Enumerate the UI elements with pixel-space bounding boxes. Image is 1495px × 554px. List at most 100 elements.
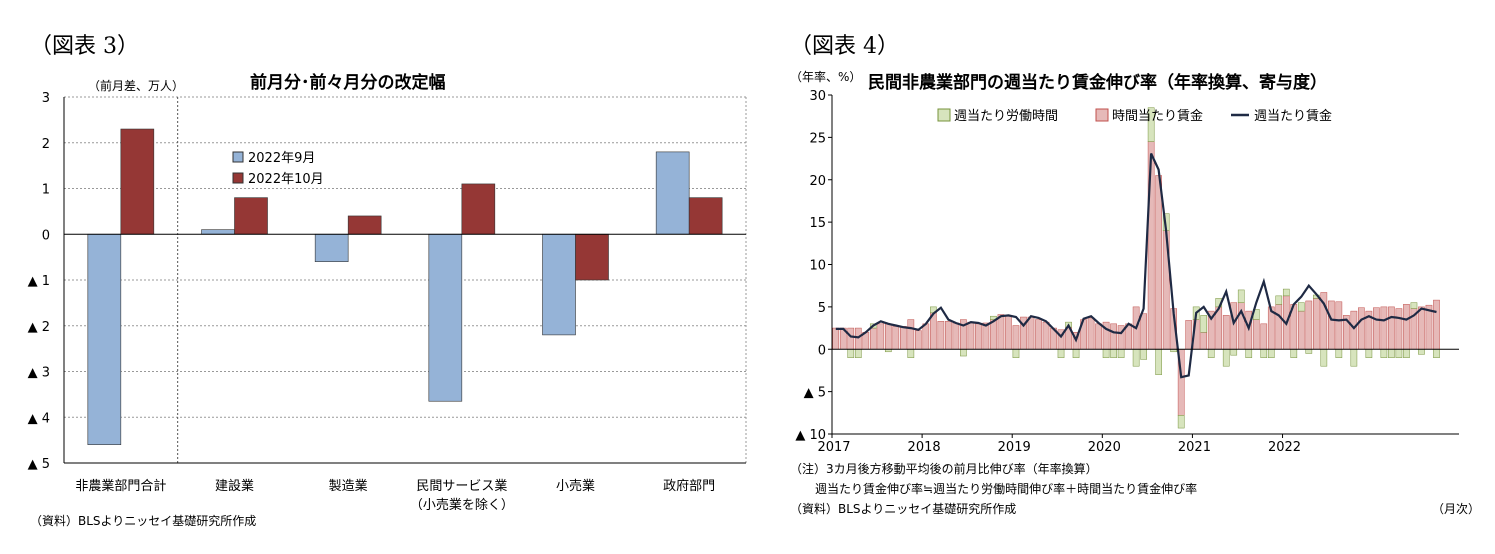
figure3-unit: （前月差、万人） bbox=[88, 79, 185, 93]
bar-hourly-wage bbox=[967, 321, 975, 350]
bar-weekly-hours bbox=[1350, 349, 1358, 367]
bar-hourly-wage bbox=[1185, 320, 1193, 350]
bar-weekly-hours bbox=[1177, 415, 1185, 429]
figure4-source: （資料）BLSよりニッセイ基礎研究所作成 bbox=[790, 502, 1017, 516]
bar-weekly-hours bbox=[1140, 349, 1147, 360]
bar-weekly-hours bbox=[1365, 349, 1373, 358]
bar-hourly-wage bbox=[1358, 307, 1365, 350]
x-tick-label: 2022 bbox=[1268, 440, 1301, 455]
figure3-title: 前月分･前々月分の改定幅 bbox=[250, 73, 446, 93]
bar-hourly-wage bbox=[907, 319, 915, 350]
y-tick-label: 0 bbox=[42, 228, 50, 243]
x-tick-label: 2020 bbox=[1088, 440, 1121, 455]
legend-label-hours: 週当たり労働時間 bbox=[954, 109, 1058, 124]
bar-hourly-wage bbox=[975, 323, 982, 350]
bar-weekly-hours bbox=[1155, 349, 1162, 375]
y-tick-label: 15 bbox=[809, 216, 826, 231]
bar-hourly-wage bbox=[1418, 306, 1425, 350]
bar-oct-2 bbox=[347, 215, 382, 235]
bar-hourly-wage bbox=[1222, 315, 1230, 350]
bar-weekly-hours bbox=[854, 349, 862, 358]
x-tick-label: 2017 bbox=[817, 440, 850, 455]
bar-weekly-hours bbox=[1147, 107, 1155, 142]
bar-oct-5 bbox=[688, 197, 723, 235]
bar-weekly-hours bbox=[1012, 349, 1020, 358]
figure4-x-unit: （月次） bbox=[1432, 502, 1481, 516]
figure3-bars bbox=[87, 128, 723, 445]
figure4-note1: （注）3カ月後方移動平均後の前月比伸び率（年率換算） bbox=[790, 462, 1098, 476]
y-tick-label: 10 bbox=[809, 259, 826, 274]
figure4-title: 民間非農業部門の週当たり賃金伸び率（年率換算、寄与度） bbox=[868, 73, 1327, 93]
bar-weekly-hours bbox=[1297, 302, 1305, 312]
bar-oct-4 bbox=[575, 233, 609, 281]
y-tick-label: 1 bbox=[42, 183, 50, 198]
y-tick-label: ▲ 1 bbox=[28, 274, 50, 289]
figure4-unit: （年率、%） bbox=[790, 70, 862, 84]
bar-weekly-hours bbox=[1282, 288, 1290, 297]
bar-hourly-wage bbox=[1012, 325, 1020, 350]
figure3-gridlines bbox=[64, 96, 747, 464]
figure3-chart: 3 2 1 0 ▲ 1 ▲ 2 ▲ 3 ▲ 4 ▲ 5 非農業部門合計 建設業 製造業 民間サービス業… bbox=[28, 91, 747, 510]
bar-hourly-wage bbox=[1403, 304, 1410, 350]
x-category-label: 非農業部門合計 bbox=[75, 478, 166, 494]
y-tick-label: ▲ 2 bbox=[28, 320, 50, 335]
y-tick-label: 20 bbox=[809, 174, 826, 189]
bar-hourly-wage bbox=[1380, 306, 1388, 350]
figure4-bars bbox=[832, 107, 1440, 429]
bar-weekly-hours bbox=[1237, 289, 1245, 303]
bar-weekly-hours bbox=[1110, 349, 1117, 358]
bar-weekly-hours bbox=[907, 349, 915, 358]
bar-hourly-wage bbox=[832, 327, 840, 350]
bar-hourly-wage bbox=[915, 330, 922, 350]
y-tick-label: 5 bbox=[818, 301, 826, 316]
figure4-label: （図表 4） bbox=[790, 34, 899, 59]
bar-oct-0 bbox=[120, 128, 155, 235]
legend-label-weekly: 週当たり賃金 bbox=[1254, 108, 1332, 124]
bar-hourly-wage bbox=[892, 326, 900, 350]
figure3-source: （資料）BLSよりニッセイ基礎研究所作成 bbox=[30, 514, 257, 528]
y-tick-label: ▲ 4 bbox=[28, 411, 50, 426]
bar-hourly-wage bbox=[997, 314, 1005, 350]
legend-swatch-sep bbox=[232, 151, 244, 163]
bar-hourly-wage bbox=[1005, 315, 1012, 350]
y-tick-label: ▲ 5 bbox=[804, 386, 826, 401]
x-category-label: 製造業 bbox=[329, 478, 368, 494]
figure4-chart: 30 25 20 15 10 5 0 ▲ 5 ▲ 10 2017 2018 2019 2020 2021… bbox=[795, 89, 1459, 455]
figure3-x-labels: 非農業部門合計 建設業 製造業 民間サービス業 （小売業を除く） 小売業 政府部門 bbox=[75, 478, 715, 510]
legend-label-oct: 2022年10月 bbox=[248, 172, 324, 187]
figure3-label: （図表 3） bbox=[30, 34, 139, 59]
bar-hourly-wage bbox=[990, 319, 997, 350]
bar-hourly-wage bbox=[1087, 317, 1095, 350]
bar-weekly-hours bbox=[1230, 349, 1238, 356]
bar-weekly-hours bbox=[1117, 349, 1125, 358]
bar-hourly-wage bbox=[884, 323, 892, 350]
bar-weekly-hours bbox=[1245, 349, 1253, 358]
bar-weekly-hours bbox=[1418, 349, 1425, 355]
bar-sep-2 bbox=[314, 233, 349, 263]
bar-hourly-wage bbox=[1350, 310, 1358, 350]
bar-hourly-wage bbox=[1313, 298, 1320, 350]
bar-hourly-wage bbox=[1095, 323, 1102, 350]
x-category-label: 建設業 bbox=[215, 478, 254, 494]
figure3-axes bbox=[63, 97, 746, 464]
bar-oct-1 bbox=[234, 197, 268, 235]
y-tick-label: 30 bbox=[809, 89, 826, 104]
bar-hourly-wage bbox=[1035, 319, 1042, 350]
bar-sep-1 bbox=[201, 229, 235, 235]
bar-weekly-hours bbox=[1335, 349, 1343, 358]
bar-oct-3 bbox=[461, 183, 496, 235]
bar-hourly-wage bbox=[1200, 332, 1208, 350]
figure4-note2: 週当たり賃金伸び率≒週当たり労働時間伸び率＋時間当たり賃金伸び率 bbox=[815, 482, 1198, 496]
y-tick-label: 25 bbox=[809, 131, 826, 146]
legend-label-sep: 2022年9月 bbox=[248, 151, 315, 166]
bar-hourly-wage bbox=[869, 327, 877, 350]
bar-weekly-hours bbox=[960, 349, 967, 357]
bar-weekly-hours bbox=[1267, 349, 1275, 358]
bar-hourly-wage bbox=[1305, 300, 1313, 350]
bar-weekly-hours bbox=[1260, 349, 1268, 358]
x-tick-label: 2019 bbox=[998, 440, 1031, 455]
bar-hourly-wage bbox=[1140, 313, 1147, 350]
bar-hourly-wage bbox=[1335, 301, 1343, 350]
bar-hourly-wage bbox=[945, 321, 952, 350]
legend-swatch-oct bbox=[232, 172, 244, 184]
